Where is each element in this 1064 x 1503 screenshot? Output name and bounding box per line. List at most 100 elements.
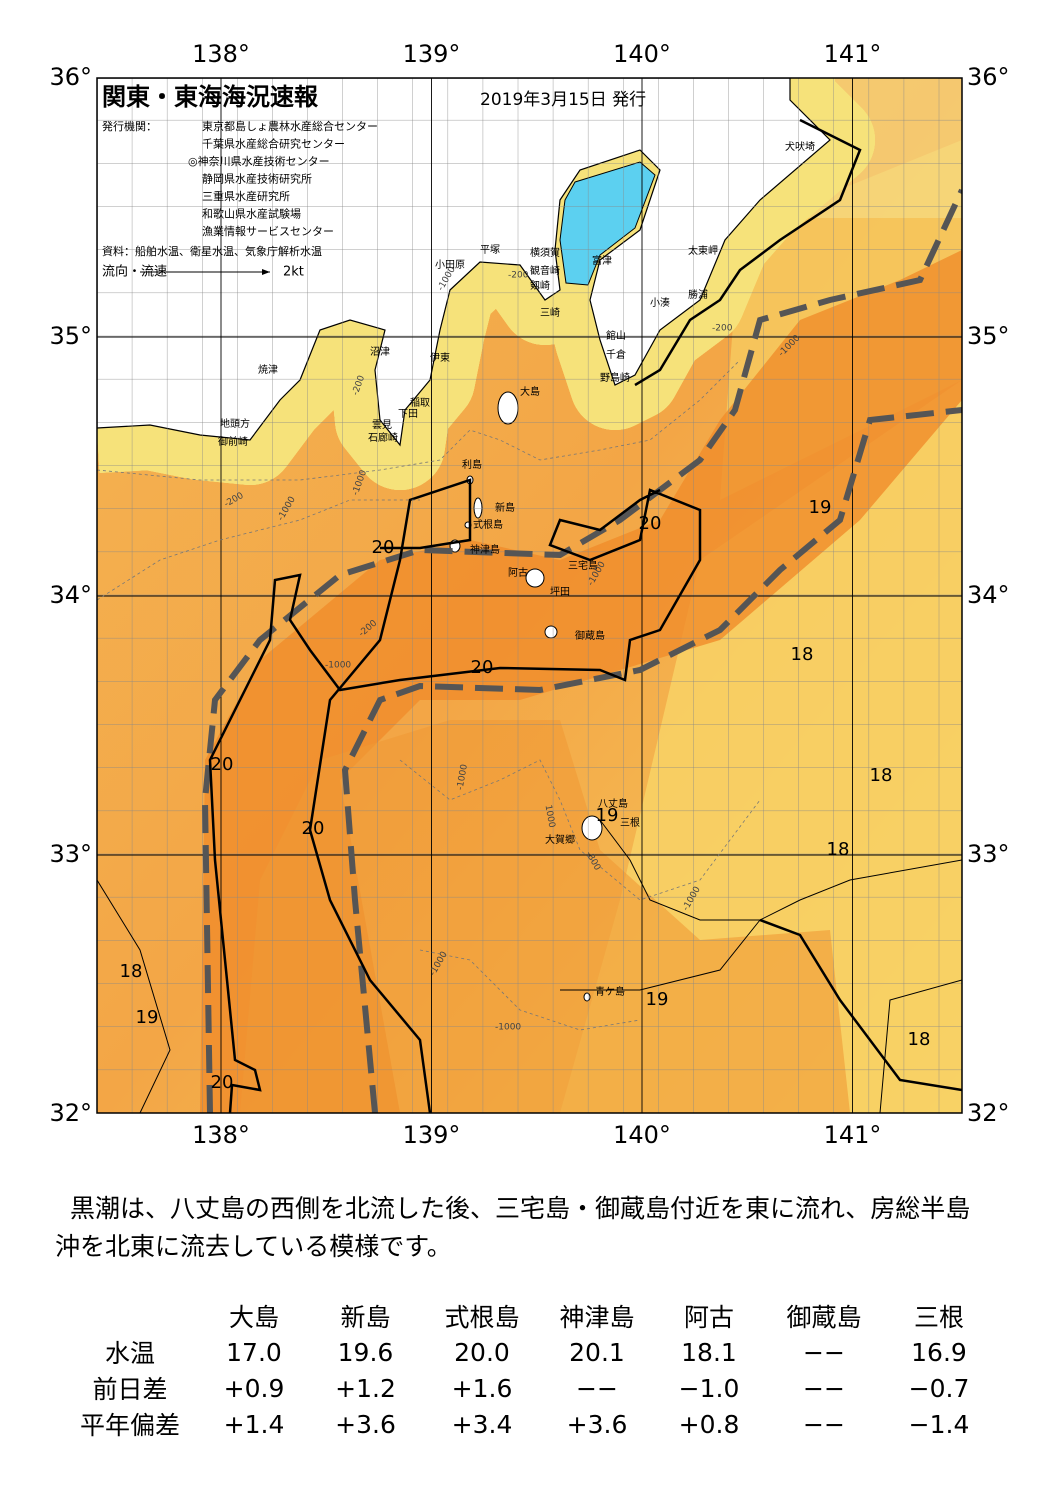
legend-label: 流向・流速 [102,264,167,280]
y-tick-label: 32° [967,1099,1010,1127]
observation-table: 大島 新島 式根島 神津島 阿古 御蔵島 三根 水温 17.0 19.6 20.0 20.1 18.1 −… [60,1298,995,1442]
isotherm-label: 20 [211,1072,234,1093]
y-tick-label: 35° [967,322,1010,350]
table-cell: 16.9 [911,1337,967,1367]
table-cell: 18.1 [681,1337,737,1367]
isotherm-label: 20 [471,657,494,678]
table-row: 平年偏差 +1.4 +3.6 +3.4 +3.6 +0.8 −− −1.4 [60,1406,995,1442]
table-cell: −− [803,1337,845,1367]
place: 稲取 [410,397,430,409]
x-tick-label: 140° [613,1121,671,1149]
legend-arrow-head [262,269,270,275]
isotherm-label: 18 [827,839,850,860]
place-names: 犬吠埼 太東岬 勝浦 小湊 富津 館山 千倉 野島崎 横須賀 観音崎 剱崎 三崎… [218,140,815,998]
isotherm-label: 18 [908,1029,931,1050]
place: 三根 [620,816,640,829]
table-cell: 水温 [104,1339,155,1368]
table-cell: 式根島 [444,1303,520,1332]
x-tick-label: 138° [192,1121,250,1149]
issue-date: 2019年3月15日 発行 [480,90,646,110]
table-cell: 前日差 [92,1375,168,1404]
publisher-label: 発行機関： [102,119,157,133]
table-header: 大島 新島 式根島 神津島 阿古 御蔵島 三根 [60,1298,995,1334]
depth-contours [97,359,761,1031]
place: 雲見 [372,419,392,431]
y-tick-label: 36° [49,63,92,91]
depth-label: -1000 [456,763,470,791]
table-cell: 平年偏差 [79,1411,180,1440]
place: 式根島 [473,518,503,531]
isotherm-label: 19 [596,805,619,826]
place: 野島崎 [600,371,630,384]
warm-water [240,720,850,1113]
place: 御前崎 [218,435,248,448]
y-tick-label: 35° [49,322,92,350]
table-cell: −1.0 [678,1373,740,1403]
table-cell: +1.4 [223,1409,285,1439]
place: 下田 [398,409,418,420]
y-tick-label: 36° [967,63,1010,91]
place: 観音崎 [530,264,560,277]
description: 黒潮は、八丈島の西側を北流した後、三宅島・御蔵島付近を東に流れ、房総半島沖を北東… [55,1194,971,1261]
x-tick-label: 141° [824,40,882,68]
table-cell: 神津島 [559,1303,635,1332]
table-cell: 三根 [913,1303,964,1332]
place: 沼津 [370,345,390,358]
place: 平塚 [480,244,500,256]
place: 大島 [520,385,540,398]
source: 資料：船舶水温、衛星水温、気象庁解析水温 [102,244,322,258]
place: 千倉 [606,348,626,361]
isotherm-label: 20 [211,754,234,775]
depth-label: -200 [712,324,733,334]
table-cell: +3.6 [335,1409,396,1439]
isotherm-label: 19 [646,989,669,1010]
place: 八丈島 [598,797,628,810]
place: 犬吠埼 [785,140,815,153]
y-tick-label: 33° [967,840,1010,868]
y-tick-label: 34° [49,581,92,609]
place: 大賀郷 [545,833,575,846]
isotherm-20 [208,118,962,1113]
tokyo-bay [559,161,656,286]
depth-label: 1000 [543,804,557,829]
isotherm-label: 18 [870,765,893,786]
table-cell: 阿古 [683,1303,734,1332]
place: 青ケ島 [595,985,625,998]
table-row: 前日差 +0.9 +1.2 +1.6 −− −1.0 −− −0.7 [60,1370,995,1406]
isotherm-label: 20 [372,537,395,558]
x-tick-label: 139° [403,40,461,68]
islands [449,391,603,1002]
table-cell: −0.7 [908,1373,970,1403]
place: 神津島 [470,543,500,556]
table-cell: +1.2 [335,1373,396,1403]
table-cell: −− [803,1373,845,1403]
isotherm-label: 20 [639,513,662,534]
place: 館山 [606,329,626,342]
table-cell: +3.6 [566,1409,628,1439]
publisher: ◎神奈川県水産技術センター [188,154,330,168]
table-cell: 御蔵島 [786,1303,862,1332]
table-row: 水温 17.0 19.6 20.0 20.1 18.1 −− 16.9 [60,1334,995,1370]
publisher: 三重県水産研究所 [202,189,290,203]
place: 新島 [495,501,515,514]
isotherm-other [97,819,962,1113]
publisher: 静岡県水産技術研究所 [202,172,312,186]
depth-label: -1000 [495,1023,521,1033]
isotherm-label: 19 [809,497,832,518]
place: 御蔵島 [575,629,605,642]
table-cell: 新島 [340,1303,391,1332]
table-cell: +0.9 [223,1373,285,1403]
map: 関東・東海海況速報 2019年3月15日 発行 発行機関： 東京都島しょ農林水産… [49,40,1010,1149]
legend-scale: 2kt [283,265,304,280]
place: 剱崎 [530,279,550,292]
depth-label: -200 [508,271,529,281]
table-cell: +0.8 [678,1409,740,1439]
depth-label: -1000 [325,661,351,671]
table-cell: 17.0 [226,1337,282,1367]
place: 勝浦 [688,288,708,301]
table-cell: −− [803,1409,845,1439]
table-cell: 20.1 [569,1337,625,1367]
isotherm-label: 20 [302,818,325,839]
